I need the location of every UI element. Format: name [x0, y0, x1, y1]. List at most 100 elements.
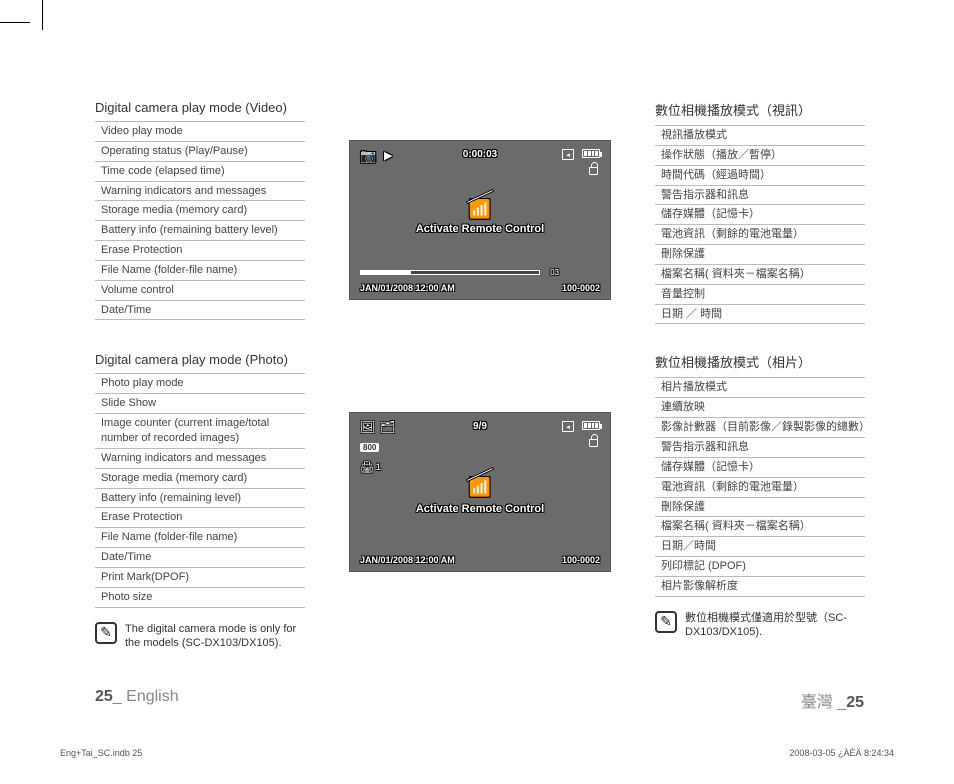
list-item: Storage media (memory card) [95, 468, 305, 489]
list-item: Battery info (remaining level) [95, 488, 305, 509]
photo-size-badge: 800 [360, 443, 379, 452]
list-item: File Name (folder-file name) [95, 260, 305, 281]
list-item: Volume control [95, 280, 305, 301]
page-content: Digital camera play mode (Video) Video p… [95, 100, 865, 650]
list-item: 音量控制 [655, 284, 865, 305]
video-mode-icon: 📷 [360, 148, 376, 164]
osd-message: Activate Remote Control [350, 503, 610, 515]
photo-list-zh: 相片播放模式 連續放映 影像計數器（目前影像／錄製影像的總數） 警告指示器和訊息… [655, 377, 865, 596]
page-footer-left: 25_ English [95, 688, 179, 706]
list-item: 檔案名稱( 資料夾－檔案名稱） [655, 516, 865, 537]
photo-title-en: Digital camera play mode (Photo) [95, 352, 305, 367]
list-item: 儲存媒體（記憶卡） [655, 204, 865, 225]
list-item: 警告指示器和訊息 [655, 437, 865, 458]
filename: 100-0002 [562, 555, 600, 565]
list-item: 影像計數器（目前影像／錄製影像的總數） [655, 417, 865, 438]
list-item: Battery info (remaining battery level) [95, 220, 305, 241]
battery-icon [582, 149, 600, 158]
list-item: Image counter (current image/total numbe… [95, 413, 305, 449]
photo-mode-icon: 🖼 [360, 420, 375, 434]
list-item: 操作狀態（播放／暫停） [655, 145, 865, 166]
lock-icon [589, 167, 598, 175]
video-title-en: Digital camera play mode (Video) [95, 100, 305, 115]
list-item: 相片播放模式 [655, 377, 865, 398]
lock-icon [589, 439, 598, 447]
list-item: 儲存媒體（記憶卡） [655, 457, 865, 478]
photo-zh-col: 數位相機播放模式（相片） 相片播放模式 連續放映 影像計數器（目前影像／錄製影像… [655, 352, 865, 650]
list-item: 視訊播放模式 [655, 125, 865, 146]
list-item: 連續放映 [655, 397, 865, 418]
slideshow-icon: 🗂 [380, 420, 395, 434]
video-lcd: 📷 ▶ 0:00:03 ◂ 📶 Activate Remote Control … [349, 140, 611, 300]
list-item: 電池資訊（剩餘的電池電量） [655, 477, 865, 498]
list-item: 列印標記 (DPOF) [655, 556, 865, 577]
list-item: 刪除保護 [655, 497, 865, 518]
video-en-col: Digital camera play mode (Video) Video p… [95, 100, 305, 324]
list-item: Date/Time [95, 547, 305, 568]
card-icon: ◂ [562, 149, 574, 160]
video-zh-col: 數位相機播放模式（視訊） 視訊播放模式 操作狀態（播放／暫停） 時間代碼（經過時… [655, 100, 865, 324]
list-item: 檔案名稱( 資料夾－檔案名稱） [655, 264, 865, 285]
list-item: Erase Protection [95, 507, 305, 528]
note-en: ✎ The digital camera mode is only for th… [95, 622, 305, 651]
filename: 100-0002 [562, 283, 600, 293]
list-item: Photo size [95, 587, 305, 608]
footer-lang-en: English [126, 688, 178, 705]
list-item: Date/Time [95, 300, 305, 321]
footer-sep: _ [833, 694, 846, 711]
note-zh: ✎ 數位相機模式僅適用於型號（SC-DX103/DX105). [655, 611, 865, 640]
list-item: Warning indicators and messages [95, 448, 305, 469]
play-icon: ▶ [384, 149, 392, 162]
list-item: Erase Protection [95, 240, 305, 261]
print-file: Eng+Tai_SC.indb 25 [60, 748, 142, 758]
volume-level: 03 [550, 268, 559, 277]
list-item: Storage media (memory card) [95, 200, 305, 221]
print-stamp: 2008-03-05 ¿ÀÈÄ 8:24:34 [789, 748, 894, 758]
datetime: JAN/01/2008 12:00 AM [360, 283, 455, 293]
list-item: Slide Show [95, 393, 305, 414]
note-text-zh: 數位相機模式僅適用於型號（SC-DX103/DX105). [685, 611, 865, 640]
photo-list-en: Photo play mode Slide Show Image counter… [95, 373, 305, 607]
battery-icon [582, 421, 600, 430]
remote-icon: 📶 [469, 477, 491, 498]
page-footer-right: 臺灣 _25 [801, 688, 864, 712]
datetime: JAN/01/2008 12:00 AM [360, 555, 455, 565]
list-item: Print Mark(DPOF) [95, 567, 305, 588]
photo-en-col: Digital camera play mode (Photo) Photo p… [95, 352, 305, 650]
list-item: Photo play mode [95, 373, 305, 394]
list-item: Operating status (Play/Pause) [95, 141, 305, 162]
footer-sep: _ [113, 688, 126, 705]
page-number: 25 [846, 694, 864, 711]
video-list-zh: 視訊播放模式 操作狀態（播放／暫停） 時間代碼（經過時間） 警告指示器和訊息 儲… [655, 125, 865, 324]
photo-row: Digital camera play mode (Photo) Photo p… [95, 352, 865, 650]
list-item: Time code (elapsed time) [95, 161, 305, 182]
list-item: 日期／時間 [655, 536, 865, 557]
dpof-icon: 🖨 [360, 461, 374, 474]
list-item: 刪除保護 [655, 244, 865, 265]
card-icon: ◂ [562, 421, 574, 432]
list-item: Video play mode [95, 121, 305, 142]
video-row: Digital camera play mode (Video) Video p… [95, 100, 865, 324]
list-item: Warning indicators and messages [95, 181, 305, 202]
video-lcd-col: 📷 ▶ 0:00:03 ◂ 📶 Activate Remote Control … [340, 100, 620, 324]
photo-lcd-col: 🖼 🗂 9/9 ◂ 800 🖨 1 📶 Activate Remote Cont… [340, 352, 620, 650]
timecode: 0:00:03 [463, 149, 497, 160]
remote-icon: 📶 [469, 199, 491, 220]
osd-message: Activate Remote Control [350, 223, 610, 235]
dpof-count: 1 [376, 462, 381, 472]
video-title-zh: 數位相機播放模式（視訊） [655, 100, 865, 119]
note-text-en: The digital camera mode is only for the … [125, 622, 305, 651]
video-list-en: Video play mode Operating status (Play/P… [95, 121, 305, 320]
list-item: File Name (folder-file name) [95, 527, 305, 548]
volume-bar: 03 [360, 270, 540, 275]
page-number: 25 [95, 688, 113, 705]
image-counter: 9/9 [473, 421, 487, 432]
list-item: 時間代碼（經過時間） [655, 165, 865, 186]
note-icon: ✎ [655, 611, 677, 633]
photo-lcd: 🖼 🗂 9/9 ◂ 800 🖨 1 📶 Activate Remote Cont… [349, 412, 611, 572]
list-item: 日期 ／ 時間 [655, 304, 865, 325]
photo-title-zh: 數位相機播放模式（相片） [655, 352, 865, 371]
list-item: 電池資訊（剩餘的電池電量） [655, 224, 865, 245]
note-icon: ✎ [95, 622, 117, 644]
list-item: 相片影像解析度 [655, 576, 865, 597]
